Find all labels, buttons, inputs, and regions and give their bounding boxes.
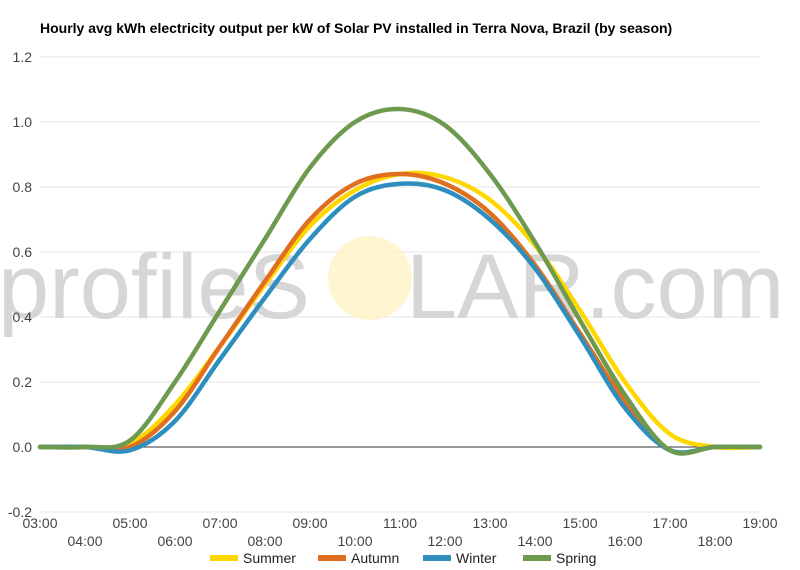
x-tick-label: 11:00 — [383, 515, 417, 531]
series-line-autumn — [37, 171, 763, 456]
x-tick-label: 10:00 — [337, 533, 372, 549]
y-tick-label: 0.4 — [13, 309, 33, 325]
x-tick-label: 18:00 — [697, 533, 732, 549]
legend-item-summer: Summer — [210, 550, 296, 566]
x-tick-label: 17:00 — [652, 515, 687, 531]
legend-item-spring: Spring — [523, 550, 596, 566]
x-tick-label: 13:00 — [472, 515, 507, 531]
x-tick-label: 15:00 — [562, 515, 597, 531]
x-tick-label: 08:00 — [247, 533, 282, 549]
y-tick-label: 0.8 — [13, 179, 33, 195]
watermark: profileS LAR.com — [0, 236, 784, 338]
y-tick-label: 0.2 — [13, 374, 33, 390]
legend-swatch — [210, 555, 238, 561]
x-tick-label: 03:00 — [22, 515, 57, 531]
legend-item-autumn: Autumn — [318, 550, 399, 566]
y-tick-label: 1.0 — [13, 114, 33, 130]
legend-label: Winter — [456, 550, 497, 566]
x-axis-ticks: 03:00 05:00 07:00 09:00 11:00 13:00 15:00 17:00… — [22, 515, 777, 549]
legend: Summer Autumn Winter Spring — [210, 550, 596, 566]
legend-label: Spring — [556, 550, 596, 566]
legend-swatch — [523, 555, 551, 561]
series — [37, 106, 763, 456]
x-tick-label: 19:00 — [742, 515, 777, 531]
grid — [40, 56, 760, 513]
legend-label: Autumn — [351, 550, 399, 566]
legend-swatch — [318, 555, 346, 561]
y-axis-ticks: 1.2 1.0 0.8 0.6 0.4 0.2 0.0 -0.2 — [8, 49, 32, 520]
watermark-text-right: LAR.com — [406, 236, 784, 338]
y-tick-label: 1.2 — [13, 49, 33, 65]
chart-title: Hourly avg kWh electricity output per kW… — [40, 20, 672, 36]
y-tick-label: 0.6 — [13, 244, 33, 260]
legend-label: Summer — [243, 550, 296, 566]
x-tick-label: 06:00 — [157, 533, 192, 549]
series-line-spring — [37, 106, 763, 456]
x-tick-label: 16:00 — [607, 533, 642, 549]
series-line-winter — [37, 181, 763, 455]
watermark-sun-icon — [328, 236, 412, 320]
x-tick-label: 04:00 — [67, 533, 102, 549]
x-tick-label: 05:00 — [112, 515, 147, 531]
x-tick-label: 07:00 — [202, 515, 237, 531]
x-tick-label: 14:00 — [517, 533, 552, 549]
y-tick-label: -0.2 — [8, 504, 32, 520]
x-tick-label: 12:00 — [427, 533, 462, 549]
x-tick-label: 09:00 — [292, 515, 327, 531]
legend-item-winter: Winter — [423, 550, 497, 566]
y-tick-label: 0.0 — [13, 439, 33, 455]
legend-swatch — [423, 555, 451, 561]
